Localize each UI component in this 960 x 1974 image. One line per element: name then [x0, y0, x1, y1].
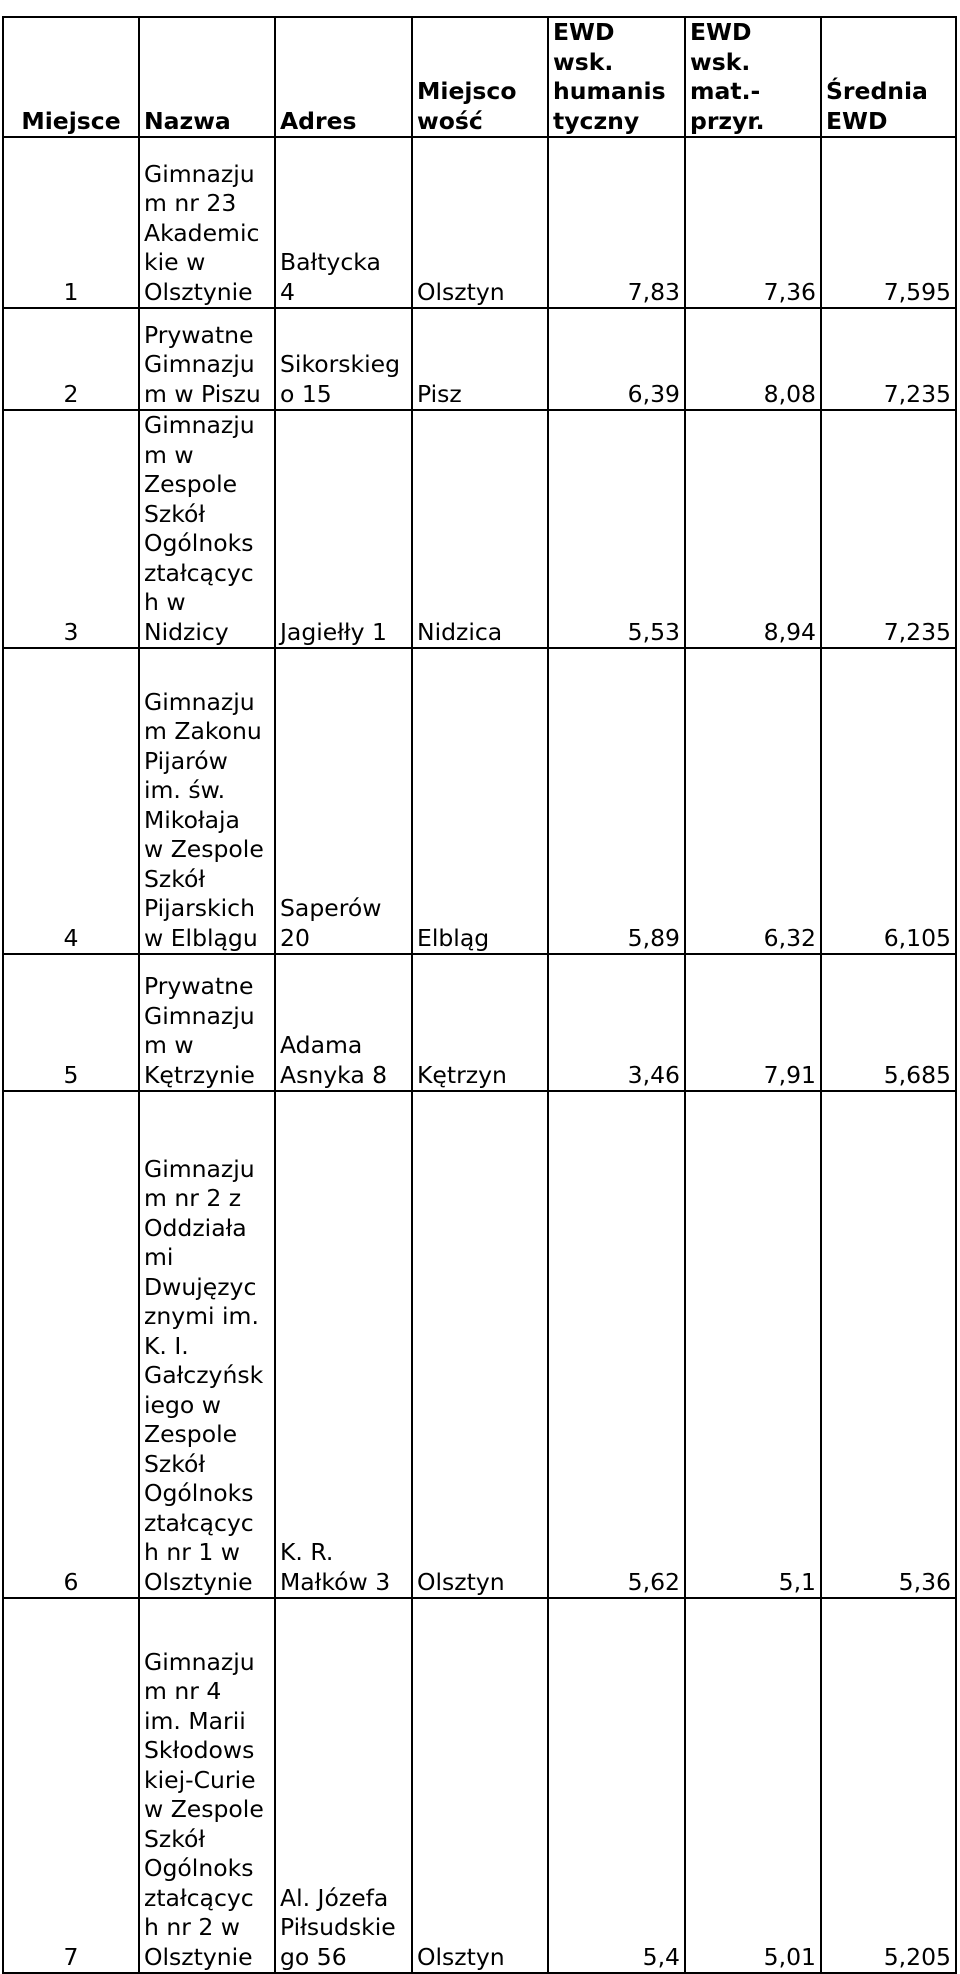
header-srednia-ewd: Średnia EWD — [820, 16, 957, 138]
cell-adres: Jagiełły 1 — [274, 409, 413, 649]
cell-srednia-ewd: 5,685 — [820, 953, 957, 1092]
table-row: 2 Prywatne Gimnazju m w Piszu Sikorskieg… — [2, 307, 957, 411]
table-row: 6 Gimnazju m nr 2 z Oddziała mi Dwujęzyc… — [2, 1090, 957, 1599]
cell-miejscowosc: Nidzica — [411, 409, 549, 649]
ranking-table: Miejsce Nazwa Adres Miejsco wość EWD wsk… — [2, 16, 957, 1974]
cell-nazwa: Gimnazju m nr 23 Akademic kie w Olsztyni… — [138, 136, 276, 309]
header-ewd-mat-przyr: EWD wsk. mat.- przyr. — [684, 16, 822, 138]
cell-ewd-mat-przyr: 7,91 — [684, 953, 822, 1092]
cell-adres: Al. Józefa Piłsudskie go 56 — [274, 1597, 413, 1974]
cell-ewd-humanistyczny: 5,4 — [547, 1597, 686, 1974]
cell-srednia-ewd: 5,205 — [820, 1597, 957, 1974]
cell-miejsce: 5 — [2, 953, 140, 1092]
cell-nazwa: Gimnazju m w Zespole Szkół Ogólnoks ztał… — [138, 409, 276, 649]
cell-miejsce: 1 — [2, 136, 140, 309]
cell-ewd-mat-przyr: 5,01 — [684, 1597, 822, 1974]
cell-nazwa: Prywatne Gimnazju m w Piszu — [138, 307, 276, 411]
cell-nazwa: Gimnazju m nr 4 im. Marii Skłodows kiej-… — [138, 1597, 276, 1974]
cell-ewd-humanistyczny: 5,53 — [547, 409, 686, 649]
cell-ewd-humanistyczny: 5,89 — [547, 647, 686, 955]
header-row: Miejsce Nazwa Adres Miejsco wość EWD wsk… — [2, 16, 957, 138]
cell-srednia-ewd: 7,235 — [820, 307, 957, 411]
cell-ewd-humanistyczny: 5,62 — [547, 1090, 686, 1599]
table-row: 1 Gimnazju m nr 23 Akademic kie w Olszty… — [2, 136, 957, 309]
cell-miejscowosc: Kętrzyn — [411, 953, 549, 1092]
cell-miejsce: 7 — [2, 1597, 140, 1974]
cell-nazwa: Prywatne Gimnazju m w Kętrzynie — [138, 953, 276, 1092]
table-row: 4 Gimnazju m Zakonu Pijarów im. św. Miko… — [2, 647, 957, 955]
cell-srednia-ewd: 5,36 — [820, 1090, 957, 1599]
header-adres: Adres — [274, 16, 413, 138]
table-row: 3 Gimnazju m w Zespole Szkół Ogólnoks zt… — [2, 409, 957, 649]
cell-ewd-mat-przyr: 8,08 — [684, 307, 822, 411]
header-miejscowosc: Miejsco wość — [411, 16, 549, 138]
cell-miejsce: 3 — [2, 409, 140, 649]
cell-adres: Saperów 20 — [274, 647, 413, 955]
table-row: 5 Prywatne Gimnazju m w Kętrzynie Adama … — [2, 953, 957, 1092]
cell-adres: K. R. Małków 3 — [274, 1090, 413, 1599]
cell-miejscowosc: Pisz — [411, 307, 549, 411]
cell-ewd-mat-przyr: 7,36 — [684, 136, 822, 309]
cell-ewd-humanistyczny: 3,46 — [547, 953, 686, 1092]
cell-ewd-mat-przyr: 5,1 — [684, 1090, 822, 1599]
cell-adres: Bałtycka 4 — [274, 136, 413, 309]
cell-miejscowosc: Olsztyn — [411, 1090, 549, 1599]
cell-miejsce: 6 — [2, 1090, 140, 1599]
cell-miejsce: 4 — [2, 647, 140, 955]
cell-adres: Sikorskieg o 15 — [274, 307, 413, 411]
table-row: 7 Gimnazju m nr 4 im. Marii Skłodows kie… — [2, 1597, 957, 1974]
cell-adres: Adama Asnyka 8 — [274, 953, 413, 1092]
cell-ewd-humanistyczny: 7,83 — [547, 136, 686, 309]
cell-miejscowosc: Olsztyn — [411, 136, 549, 309]
cell-ewd-humanistyczny: 6,39 — [547, 307, 686, 411]
cell-srednia-ewd: 7,235 — [820, 409, 957, 649]
cell-nazwa: Gimnazju m Zakonu Pijarów im. św. Mikoła… — [138, 647, 276, 955]
cell-miejscowosc: Olsztyn — [411, 1597, 549, 1974]
cell-ewd-mat-przyr: 6,32 — [684, 647, 822, 955]
cell-nazwa: Gimnazju m nr 2 z Oddziała mi Dwujęzyc z… — [138, 1090, 276, 1599]
header-miejsce: Miejsce — [2, 16, 140, 138]
cell-srednia-ewd: 6,105 — [820, 647, 957, 955]
header-ewd-humanistyczny: EWD wsk. humanis tyczny — [547, 16, 686, 138]
cell-miejscowosc: Elbląg — [411, 647, 549, 955]
cell-ewd-mat-przyr: 8,94 — [684, 409, 822, 649]
cell-miejsce: 2 — [2, 307, 140, 411]
header-nazwa: Nazwa — [138, 16, 276, 138]
cell-srednia-ewd: 7,595 — [820, 136, 957, 309]
